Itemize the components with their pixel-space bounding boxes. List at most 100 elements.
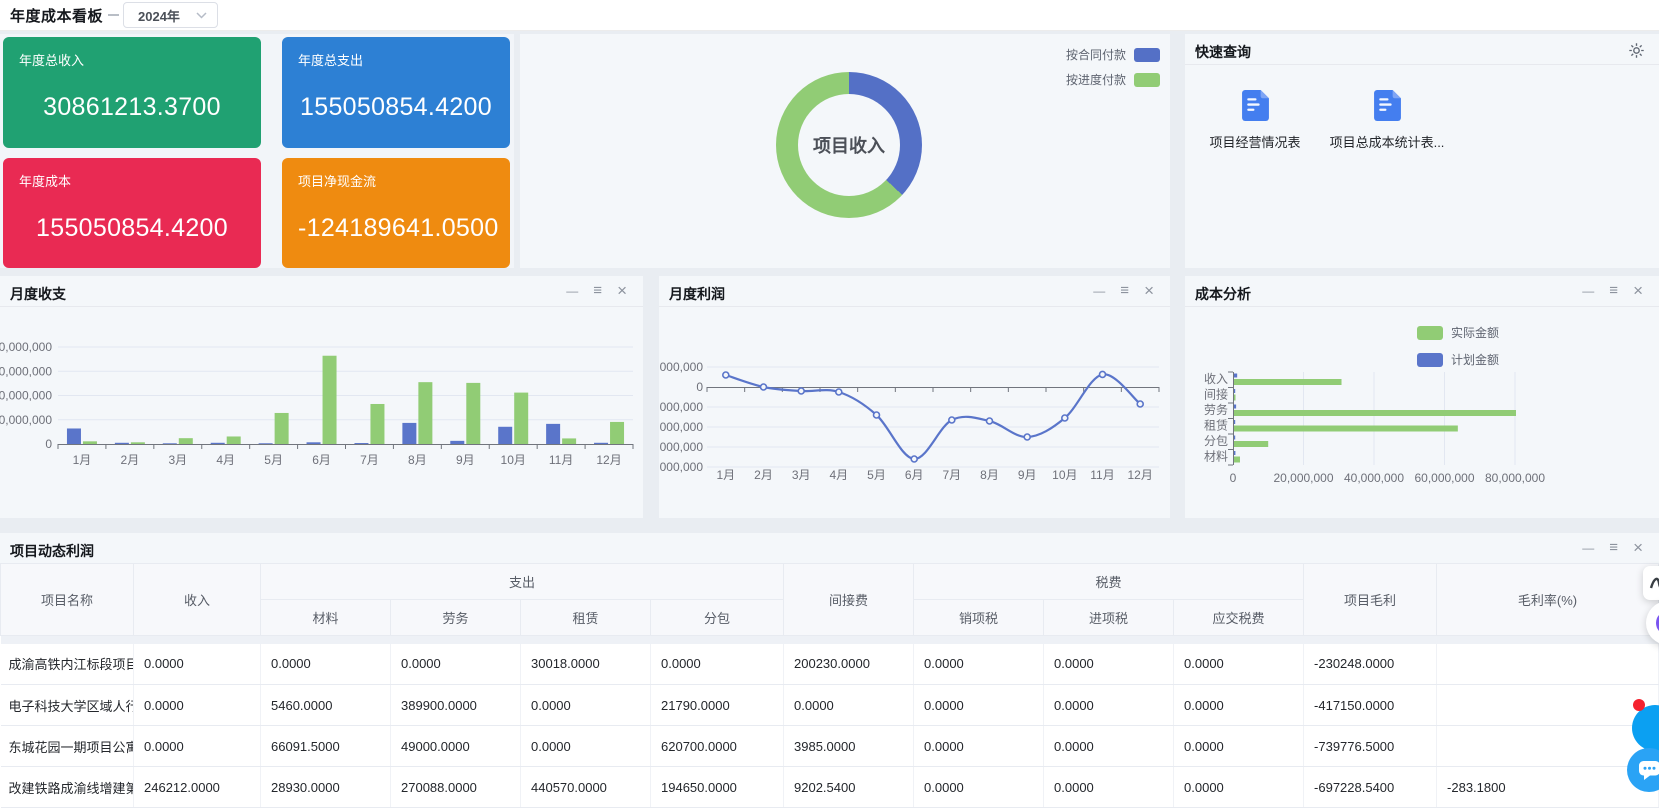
x-axis-label: 8月	[408, 453, 427, 467]
donut-legend: 按合同付款 按进度付款	[1066, 46, 1160, 88]
bar-支出[interactable]	[130, 442, 145, 444]
x-axis-label: 2月	[754, 468, 773, 482]
actual-bar[interactable]	[1234, 425, 1458, 432]
bar-支出[interactable]	[274, 412, 289, 444]
data-point[interactable]	[1098, 370, 1107, 379]
year-select[interactable]: 2024年	[123, 2, 218, 28]
kpi-value: 155050854.4200	[36, 213, 228, 242]
quick-item-operating-report[interactable]: 项目经营情况表	[1189, 78, 1321, 151]
bar-支出[interactable]	[226, 436, 241, 444]
minimize-icon[interactable]: —	[1582, 541, 1595, 555]
bar-支出[interactable]	[466, 382, 481, 444]
planned-bar[interactable]	[1234, 404, 1237, 409]
data-point[interactable]	[1023, 433, 1032, 441]
y-axis-label: 30,000,000	[0, 364, 52, 378]
bar-支出[interactable]	[322, 355, 337, 444]
y-axis-label: 10,000,000	[659, 360, 703, 374]
data-point[interactable]	[722, 371, 730, 379]
chat-button[interactable]	[1627, 748, 1659, 792]
minimize-icon[interactable]: —	[566, 284, 579, 298]
data-point[interactable]	[835, 388, 843, 396]
floating-tool-button[interactable]	[1643, 566, 1659, 600]
kpi-card-total-expense[interactable]: 年度总支出 155050854.4200	[282, 37, 510, 148]
kpi-card-total-income[interactable]: 年度总收入 30861213.3700	[3, 37, 261, 148]
close-icon[interactable]: ×	[1633, 281, 1643, 300]
menu-icon[interactable]: ≡	[1120, 282, 1130, 299]
x-axis-label: 80,000,000	[1485, 471, 1545, 485]
bar-支出[interactable]	[418, 382, 433, 444]
table-row[interactable]: 东城花园一期项目公寓 0.0000 66091.5000 49000.0000 0.00…	[0, 725, 1659, 767]
data-point[interactable]	[872, 411, 881, 419]
minimize-icon[interactable]: —	[1093, 284, 1106, 298]
quick-item-total-cost-report[interactable]: 项目总成本统计表...	[1321, 78, 1453, 151]
actual-bar[interactable]	[1234, 410, 1516, 416]
data-point[interactable]	[985, 417, 994, 425]
bar-收入[interactable]	[594, 442, 609, 444]
column-header: 项目名称	[0, 563, 134, 636]
data-point[interactable]	[759, 383, 768, 391]
x-axis-label: 3月	[792, 468, 811, 482]
x-axis-label: 5月	[264, 453, 283, 467]
actual-bar[interactable]	[1234, 441, 1269, 447]
bar-收入[interactable]	[258, 443, 273, 444]
bar-收入[interactable]	[162, 443, 177, 444]
close-icon[interactable]: ×	[617, 281, 627, 300]
panel-title: 月度利润	[669, 286, 725, 302]
bar-收入[interactable]	[306, 442, 321, 444]
data-point[interactable]	[797, 387, 805, 395]
legend-item-progress-payment[interactable]: 按进度付款	[1066, 71, 1160, 88]
bar-支出[interactable]	[514, 392, 529, 444]
bar-收入[interactable]	[210, 442, 225, 444]
bar-收入[interactable]	[66, 428, 81, 444]
bar-支出[interactable]	[562, 438, 577, 444]
actual-bar[interactable]	[1234, 379, 1342, 385]
minimize-icon[interactable]: —	[1582, 284, 1595, 298]
table-row[interactable]: 成渝高铁内江标段项目 0.0000 0.0000 0.0000 30018.0000 0.…	[0, 643, 1659, 685]
value-cell: 200230.0000	[783, 643, 915, 685]
bar-收入[interactable]	[114, 442, 129, 444]
data-point[interactable]	[947, 416, 956, 424]
planned-bar[interactable]	[1234, 420, 1236, 424]
legend-item-actual-amount[interactable]: 实际金额	[1417, 324, 1499, 341]
table-row[interactable]: 改建铁路成渝线增建第 246212.0000 28930.0000 270088.00…	[0, 766, 1659, 808]
value-cell	[1436, 725, 1659, 767]
x-axis-label: 1月	[716, 468, 735, 482]
document-icon	[1241, 90, 1269, 121]
gear-icon[interactable]	[1628, 42, 1645, 64]
profit-line[interactable]	[725, 373, 1141, 461]
bar-收入[interactable]	[546, 423, 561, 444]
planned-bar[interactable]	[1234, 389, 1236, 393]
data-point[interactable]	[1136, 400, 1145, 408]
project-name-cell: 电子科技大学区域人行	[0, 684, 134, 726]
sub-column-header: 进项税	[1043, 599, 1175, 636]
table-row[interactable]: 电子科技大学区域人行 0.0000 5460.0000 389900.0000 0.00…	[0, 684, 1659, 726]
actual-bar[interactable]	[1234, 456, 1240, 463]
bar-收入[interactable]	[402, 422, 417, 444]
kpi-card-annual-cost[interactable]: 年度成本 155050854.4200	[3, 158, 261, 268]
floating-logo-button[interactable]	[1646, 601, 1659, 645]
bar-支出[interactable]	[610, 421, 625, 444]
legend-item-planned-amount[interactable]: 计划金额	[1417, 351, 1499, 368]
data-point[interactable]	[910, 455, 918, 463]
window-controls: — ≡ ×	[566, 281, 627, 300]
income-donut-chart[interactable]: 项目收入	[776, 72, 922, 218]
planned-bar[interactable]	[1234, 373, 1238, 378]
close-icon[interactable]: ×	[1633, 538, 1643, 557]
bar-支出[interactable]	[370, 403, 385, 444]
actual-bar[interactable]	[1234, 394, 1236, 401]
menu-icon[interactable]: ≡	[593, 282, 603, 299]
menu-icon[interactable]: ≡	[1609, 539, 1619, 556]
legend-item-contract-payment[interactable]: 按合同付款	[1066, 46, 1160, 63]
bar-支出[interactable]	[178, 438, 193, 444]
close-icon[interactable]: ×	[1144, 281, 1154, 300]
planned-bar[interactable]	[1234, 435, 1236, 440]
bar-收入[interactable]	[498, 426, 513, 444]
bar-收入[interactable]	[354, 443, 369, 444]
kpi-card-net-cashflow[interactable]: 项目净现金流 -124189641.0500	[282, 158, 510, 268]
data-point[interactable]	[1060, 414, 1069, 422]
menu-icon[interactable]: ≡	[1609, 282, 1619, 299]
planned-bar[interactable]	[1234, 451, 1236, 455]
category-label: 材料	[1204, 450, 1228, 464]
bar-收入[interactable]	[450, 440, 465, 444]
bar-支出[interactable]	[82, 441, 97, 444]
